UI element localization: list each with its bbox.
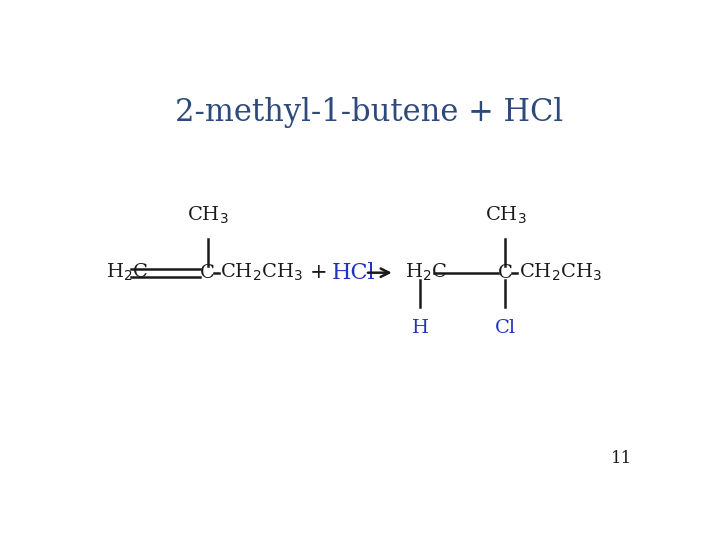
Text: CH$_2$CH$_3$: CH$_2$CH$_3$ (220, 262, 303, 284)
Text: H$_2$C: H$_2$C (405, 262, 447, 284)
Text: 2-methyl-1-butene + HCl: 2-methyl-1-butene + HCl (175, 97, 563, 128)
Text: CH$_3$: CH$_3$ (485, 205, 526, 226)
Text: 11: 11 (611, 450, 632, 467)
Text: Cl: Cl (495, 319, 516, 337)
Text: C: C (498, 264, 513, 282)
Text: +: + (310, 263, 328, 282)
Text: CH$_3$: CH$_3$ (187, 205, 229, 226)
Text: H$_2$C: H$_2$C (106, 262, 148, 284)
Text: HCl: HCl (332, 262, 375, 284)
Text: CH$_2$CH$_3$: CH$_2$CH$_3$ (518, 262, 602, 284)
Text: H: H (412, 319, 428, 337)
Text: C: C (200, 264, 215, 282)
